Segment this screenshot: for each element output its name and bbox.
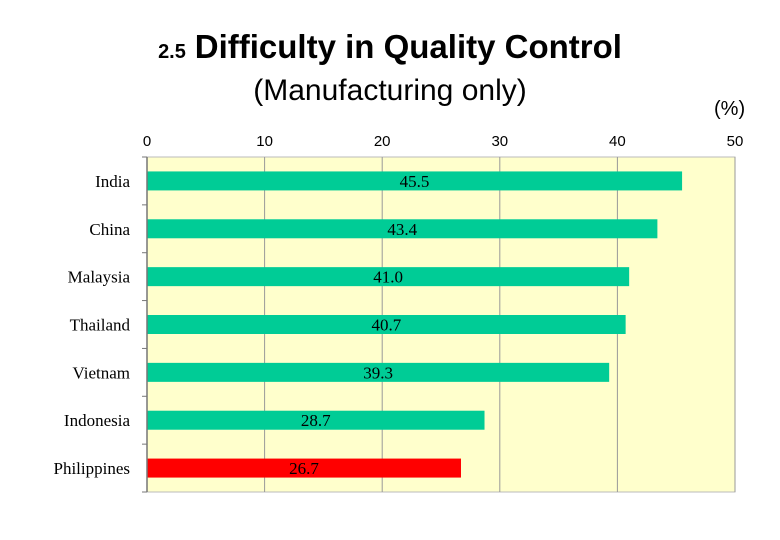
title-text: Difficulty in Quality Control bbox=[194, 28, 622, 65]
bar bbox=[147, 410, 485, 430]
title-number: 2.5 bbox=[158, 41, 186, 63]
value-label: 39.3 bbox=[363, 363, 393, 382]
bars bbox=[147, 171, 683, 478]
category-label: China bbox=[89, 220, 130, 239]
category-label: Philippines bbox=[53, 459, 130, 478]
y-axis bbox=[142, 156, 148, 493]
bar bbox=[147, 315, 626, 334]
x-tick-label: 10 bbox=[256, 133, 273, 150]
value-label: 40.7 bbox=[371, 316, 401, 335]
value-label: 41.0 bbox=[373, 268, 403, 287]
unit-label: (%) bbox=[714, 98, 746, 120]
value-label: 26.7 bbox=[289, 459, 319, 478]
value-label: 43.4 bbox=[387, 220, 417, 239]
labels: 0 10 20 30 40 50 India 45.5 China 43.4 Malaysia 41.… bbox=[53, 133, 743, 478]
bar bbox=[147, 219, 658, 239]
x-tick-label: 0 bbox=[143, 133, 151, 150]
x-tick-label: 40 bbox=[609, 133, 626, 150]
bar bbox=[147, 171, 683, 191]
x-tick-label: 30 bbox=[491, 133, 508, 150]
category-label: Vietnam bbox=[72, 363, 130, 382]
bar bbox=[147, 362, 610, 382]
value-label: 45.5 bbox=[400, 172, 430, 191]
value-label: 28.7 bbox=[301, 411, 331, 430]
x-tick-label: 20 bbox=[374, 133, 391, 150]
x-tick-label: 50 bbox=[727, 133, 744, 150]
chart-title: 2.5 Difficulty in Quality Control bbox=[0, 28, 780, 66]
category-label: Indonesia bbox=[64, 411, 131, 430]
bar bbox=[147, 458, 461, 478]
category-label: Malaysia bbox=[68, 268, 131, 287]
category-label: Thailand bbox=[70, 316, 131, 335]
chart-subtitle: (Manufacturing only) bbox=[253, 74, 527, 107]
category-label: India bbox=[95, 172, 130, 191]
bar bbox=[147, 267, 630, 287]
